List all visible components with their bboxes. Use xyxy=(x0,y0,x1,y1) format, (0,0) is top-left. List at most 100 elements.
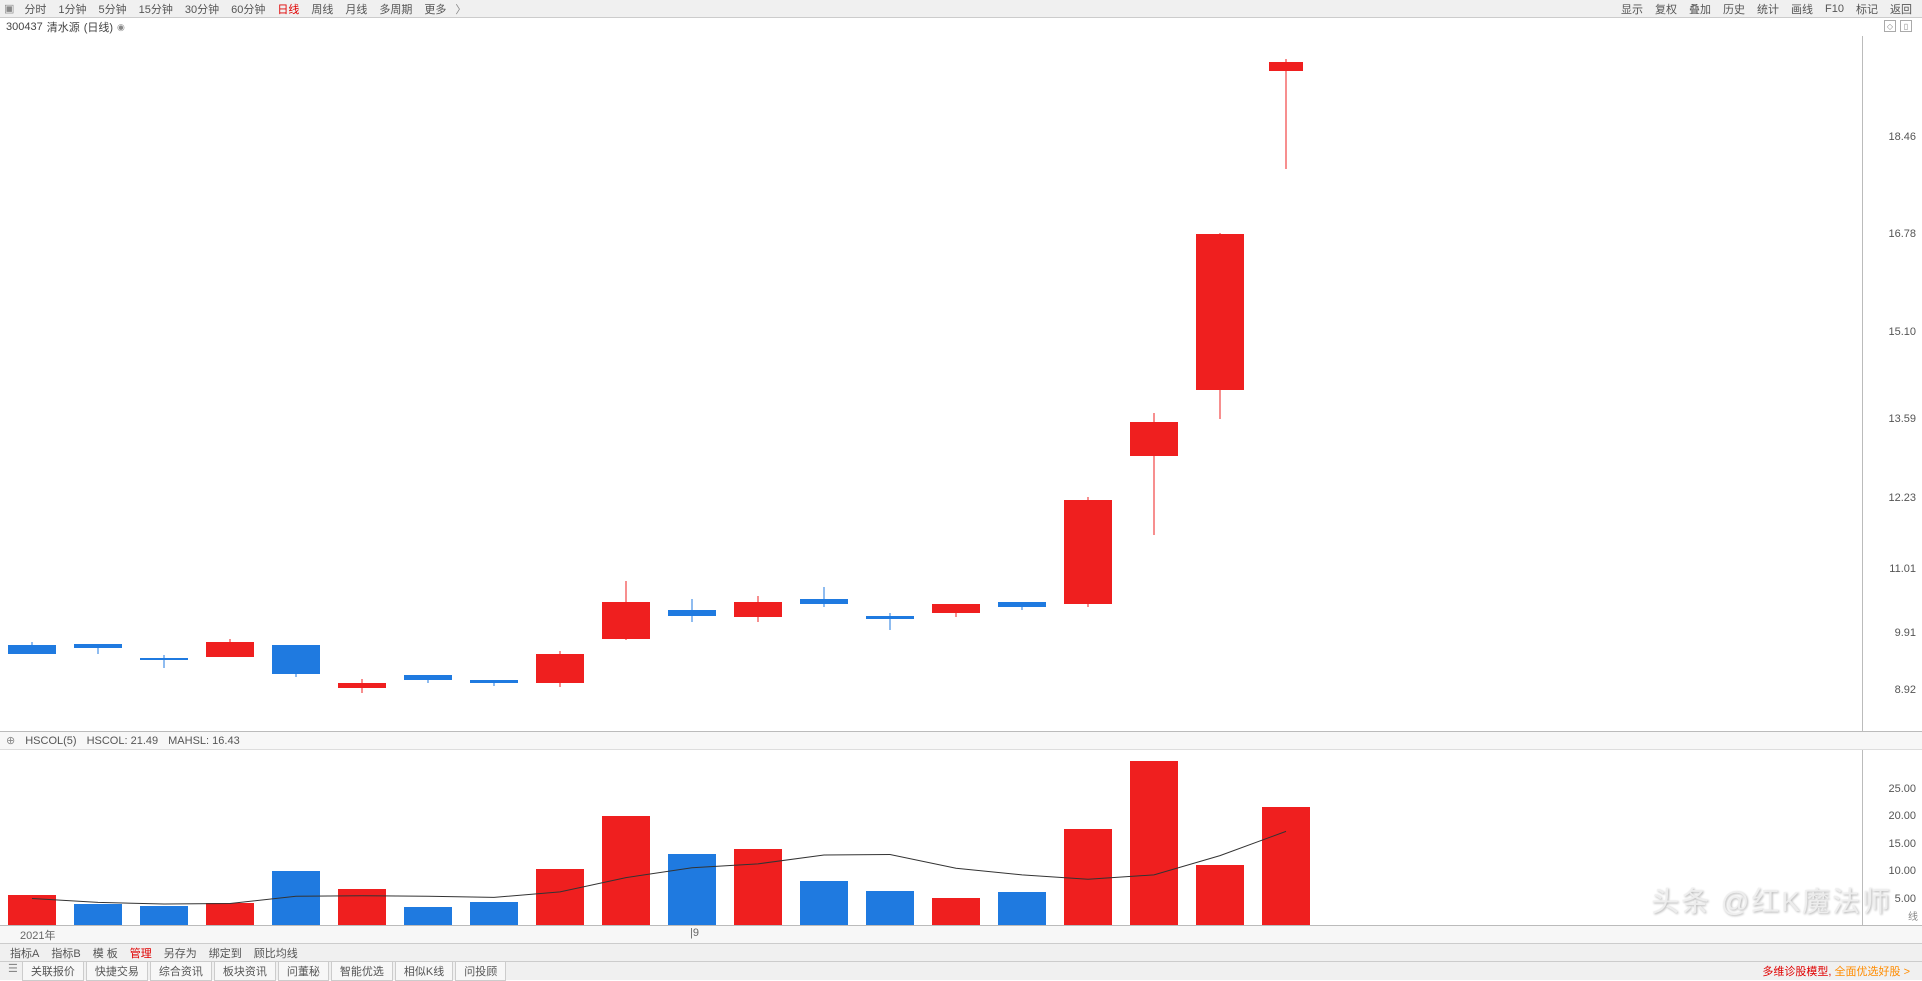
candle xyxy=(1269,36,1303,731)
candle xyxy=(734,36,782,731)
volume-bar xyxy=(1064,829,1112,925)
status-icon: ◉ xyxy=(117,22,125,33)
indicator-tab-另存为[interactable]: 另存为 xyxy=(158,944,203,962)
candle xyxy=(470,36,518,731)
candle xyxy=(404,36,452,731)
timeframe-60分钟[interactable]: 60分钟 xyxy=(225,0,271,18)
nav-问投顾[interactable]: 问投顾 xyxy=(455,961,506,981)
menu-icon[interactable]: ☰ xyxy=(4,961,22,981)
indicator-name: HSCOL(5) xyxy=(25,735,76,747)
indicator-tab-模 板[interactable]: 模 板 xyxy=(87,944,124,962)
indicator-plot-area xyxy=(0,750,1500,925)
indicator-tick: 5.00 xyxy=(1895,893,1916,905)
indicator-expand-icon[interactable]: ⊕ xyxy=(6,734,15,747)
indicator-tab-顾比均线[interactable]: 顾比均线 xyxy=(248,944,304,962)
timeframe-更多[interactable]: 更多 xyxy=(418,0,452,18)
top-toolbar: ▣分时1分钟5分钟15分钟30分钟60分钟日线周线月线多周期更多〉 显示复权叠加… xyxy=(0,0,1922,18)
indicator-mahsl: MAHSL: 16.43 xyxy=(168,735,240,747)
nav-综合资讯[interactable]: 综合资讯 xyxy=(150,961,212,981)
bottom-nav-bar: ☰ 关联报价快捷交易综合资讯板块资讯问董秘智能优选相似K线问投顾 多维诊股模型,… xyxy=(0,962,1922,980)
tool-画线[interactable]: 画线 xyxy=(1785,0,1819,18)
nav-关联报价[interactable]: 关联报价 xyxy=(22,961,84,981)
year-label: 2021年 xyxy=(20,927,55,943)
timeframe-分时[interactable]: 分时 xyxy=(18,0,52,18)
nav-快捷交易[interactable]: 快捷交易 xyxy=(86,961,148,981)
candle xyxy=(800,36,848,731)
volume-bar xyxy=(74,904,122,925)
price-y-axis: 18.4616.7815.1013.5912.2311.019.918.92 xyxy=(1862,36,1922,731)
candle xyxy=(998,36,1046,731)
stock-code: 300437 xyxy=(6,21,43,33)
nav-板块资讯[interactable]: 板块资讯 xyxy=(214,961,276,981)
candle xyxy=(206,36,254,731)
diamond-icon[interactable]: ◇ xyxy=(1884,20,1896,32)
indicator-toolbar: 指标A指标B模 板管理另存为绑定到顾比均线 xyxy=(0,944,1922,962)
candle xyxy=(932,36,980,731)
chart-title-row: 300437 清水源 (日线) ◉ ◇ ▯ xyxy=(0,18,1922,36)
candle-plot-area xyxy=(0,36,1500,731)
tool-叠加[interactable]: 叠加 xyxy=(1683,0,1717,18)
nav-相似K线[interactable]: 相似K线 xyxy=(395,961,453,981)
indicator-tab-管理[interactable]: 管理 xyxy=(124,944,158,962)
indicator-tab-指标B[interactable]: 指标B xyxy=(45,944,86,962)
price-tick: 8.92 xyxy=(1895,684,1916,696)
timeframe-1分钟[interactable]: 1分钟 xyxy=(52,0,92,18)
timeframe-月线[interactable]: 月线 xyxy=(339,0,373,18)
timeframe-周线[interactable]: 周线 xyxy=(305,0,339,18)
tool-显示[interactable]: 显示 xyxy=(1615,0,1649,18)
tool-统计[interactable]: 统计 xyxy=(1751,0,1785,18)
tool-复权[interactable]: 复权 xyxy=(1649,0,1683,18)
month-label: |9 xyxy=(690,927,699,939)
candle xyxy=(8,36,56,731)
box-icon[interactable]: ▯ xyxy=(1900,20,1912,32)
more-arrow-icon[interactable]: 〉 xyxy=(452,1,469,17)
timeframe-15分钟[interactable]: 15分钟 xyxy=(133,0,179,18)
price-tick: 11.01 xyxy=(1889,563,1916,575)
volume-bar xyxy=(272,871,320,925)
volume-bar xyxy=(404,907,452,925)
indicator-header: ⊕ HSCOL(5) HSCOL: 21.49 MAHSL: 16.43 xyxy=(0,732,1922,750)
candle xyxy=(668,36,716,731)
candle xyxy=(74,36,122,731)
promo-text[interactable]: 多维诊股模型, 全面优选好股 > xyxy=(1762,963,1918,979)
volume-bar xyxy=(536,869,584,925)
price-tick: 9.91 xyxy=(1895,627,1916,639)
indicator-tab-指标A[interactable]: 指标A xyxy=(4,944,45,962)
price-tick: 12.23 xyxy=(1888,492,1916,504)
bottom-nav-left: ☰ 关联报价快捷交易综合资讯板块资讯问董秘智能优选相似K线问投顾 xyxy=(4,961,508,981)
timeframe-5分钟[interactable]: 5分钟 xyxy=(93,0,133,18)
volume-bar xyxy=(998,892,1046,925)
price-tick: 18.46 xyxy=(1888,131,1916,143)
candle xyxy=(536,36,584,731)
volume-bar xyxy=(140,906,188,925)
nav-问董秘[interactable]: 问董秘 xyxy=(278,961,329,981)
volume-bar xyxy=(932,898,980,926)
tool-返回[interactable]: 返回 xyxy=(1884,0,1918,18)
tool-buttons-group: 显示复权叠加历史统计画线F10标记返回 xyxy=(1615,0,1918,18)
timeframe-多周期[interactable]: 多周期 xyxy=(373,0,418,18)
tool-F10[interactable]: F10 xyxy=(1819,2,1850,16)
axis-unit-icon: 线 xyxy=(1908,908,1918,923)
indicator-tab-绑定到[interactable]: 绑定到 xyxy=(203,944,248,962)
volume-bar xyxy=(800,881,848,925)
candle xyxy=(1196,36,1244,731)
indicator-chart[interactable]: 线 25.0020.0015.0010.005.00 xyxy=(0,750,1922,926)
price-tick: 15.10 xyxy=(1888,326,1916,338)
candle xyxy=(1130,36,1178,731)
volume-bar xyxy=(1130,761,1178,925)
candlestick-chart[interactable]: 18.4616.7815.1013.5912.2311.019.918.92 xyxy=(0,36,1922,732)
nav-智能优选[interactable]: 智能优选 xyxy=(331,961,393,981)
period-label: (日线) xyxy=(84,19,113,35)
volume-bar xyxy=(338,889,386,925)
candle xyxy=(338,36,386,731)
tool-标记[interactable]: 标记 xyxy=(1850,0,1884,18)
tool-历史[interactable]: 历史 xyxy=(1717,0,1751,18)
timeframe-30分钟[interactable]: 30分钟 xyxy=(179,0,225,18)
toolbar-menu-icon[interactable]: ▣ xyxy=(4,2,18,15)
timeframe-日线[interactable]: 日线 xyxy=(271,0,305,18)
indicator-tick: 10.00 xyxy=(1888,865,1916,877)
candle xyxy=(272,36,320,731)
indicator-tick: 25.00 xyxy=(1888,783,1916,795)
price-tick: 13.59 xyxy=(1888,413,1916,425)
title-corner-icons: ◇ ▯ xyxy=(1884,20,1912,32)
